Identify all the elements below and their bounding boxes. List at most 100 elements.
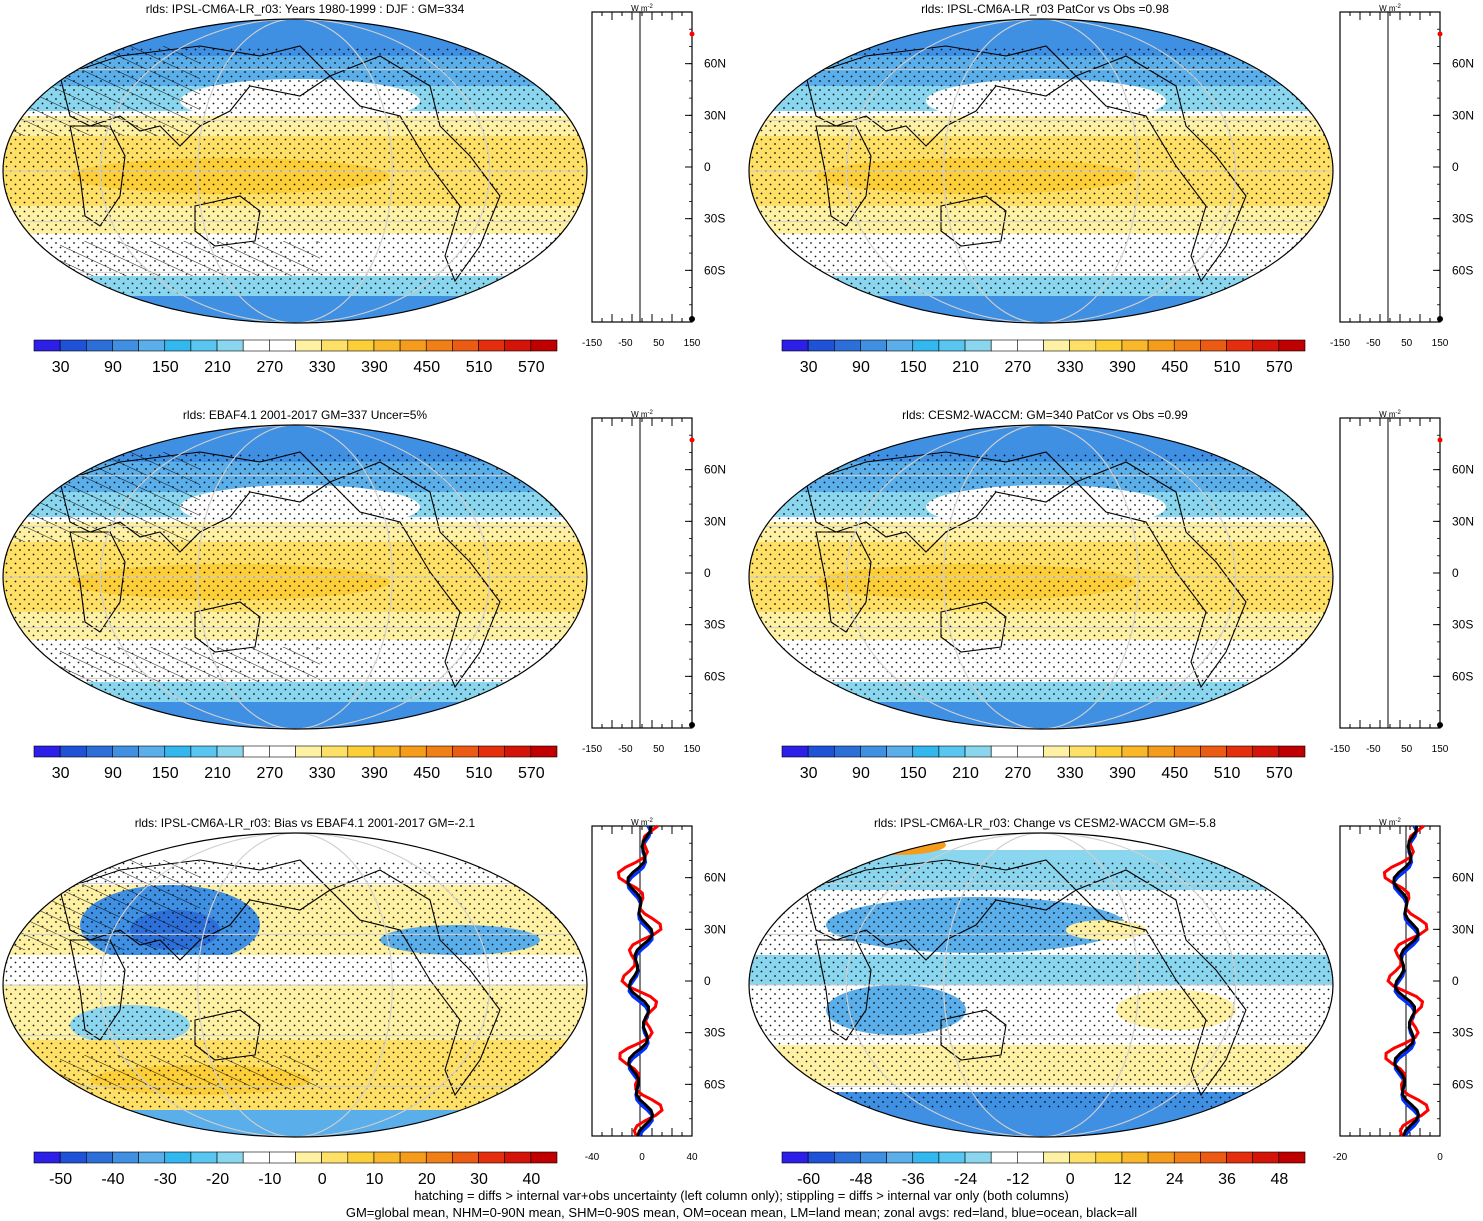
colorbar-box (216, 339, 244, 352)
zonal-tick-label: 50 (653, 338, 665, 349)
lat-label: 60N (1452, 463, 1474, 477)
colorbar-box (833, 1151, 861, 1164)
colorbar-box (781, 745, 809, 758)
lat-label: 60N (704, 871, 726, 885)
colorbar-label: 510 (1214, 765, 1241, 782)
colorbar-box (912, 745, 940, 758)
zonal-tick-label: 50 (653, 744, 665, 755)
colorbar-box (781, 339, 809, 352)
colorbar-box (938, 1151, 966, 1164)
colorbar-box (860, 1151, 887, 1164)
lat-label: 30S (1452, 212, 1473, 226)
colorbar-box (269, 339, 296, 352)
colorbar-box (347, 1151, 375, 1164)
colorbar-box (452, 1151, 479, 1164)
lat-label: 0 (704, 160, 711, 174)
colorbar-label: -50 (49, 1171, 72, 1188)
map-border (2, 424, 588, 730)
colorbar-label: -10 (258, 1171, 281, 1188)
colorbar-box (478, 745, 505, 758)
graticule (749, 833, 1333, 1137)
colorbar-box (347, 339, 375, 352)
colorbar-box (1121, 1151, 1149, 1164)
map-border (2, 832, 588, 1138)
hatching (3, 860, 200, 950)
zonal-tick-label: 150 (1432, 744, 1449, 755)
colorbar-box (1147, 745, 1175, 758)
graticule (3, 425, 587, 729)
map-border (748, 424, 1334, 730)
colorbar-box (190, 745, 218, 758)
colorbar-box (964, 745, 992, 758)
colorbar-box (190, 339, 218, 352)
colorbar-label: 0 (318, 1171, 327, 1188)
colorbar-label: 510 (1214, 359, 1241, 376)
colorbar-label: 390 (1109, 359, 1136, 376)
colorbar-box (530, 339, 558, 352)
map-panel-1 (2, 18, 588, 324)
colorbar-panel-1: 3090150210270330390450510570630 (33, 339, 558, 376)
colorbar-box (807, 339, 835, 352)
colorbar-label: 270 (1004, 359, 1031, 376)
zonal-mean-panel-5: W m-2 60N 30N 0 30S 60S -40 0 40 (585, 818, 726, 1163)
zonal-tick-label: -150 (1330, 338, 1350, 349)
colorbar-box (1173, 339, 1201, 352)
map-border (748, 18, 1334, 324)
zonal-tick-label: -20 (1333, 1152, 1348, 1163)
colorbar-box (990, 339, 1018, 352)
colorbar-box (216, 745, 244, 758)
colorbar-panel-6: -60-48-36-24-1201224364860 (781, 1151, 1306, 1188)
zonal-frame (1339, 417, 1441, 729)
colorbar-label: 24 (1166, 1171, 1184, 1188)
colorbar-box (1200, 339, 1227, 352)
colorbar-label: 150 (152, 765, 179, 782)
zonal-unit: W m-2 (1379, 4, 1401, 13)
graticule (749, 19, 1333, 323)
lat-label: 60S (1452, 669, 1473, 683)
hatching (3, 452, 200, 542)
colorbar-box (373, 1151, 401, 1164)
zonal-frame (591, 11, 693, 323)
zonal-land-line (616, 824, 664, 1137)
colorbar-label: 210 (952, 359, 979, 376)
colorbar-box (530, 745, 558, 758)
map-panel-2 (748, 18, 1334, 324)
colorbar-box (807, 745, 835, 758)
colorbar-label: -30 (154, 1171, 177, 1188)
colorbar-box (860, 339, 887, 352)
colorbar-label: 510 (466, 359, 493, 376)
colorbar-box (860, 745, 887, 758)
zonal-tick-label: -150 (582, 338, 602, 349)
colorbar-box (886, 745, 914, 758)
colorbar-box (242, 339, 270, 352)
colorbar-label: 150 (900, 765, 927, 782)
colorbar-box (164, 745, 192, 758)
colorbar-box (886, 1151, 914, 1164)
zonal-mean-panel-6: W m-2 60N 30N 0 30S 60S -20 0 (1333, 818, 1474, 1163)
zonal-all-line (626, 825, 655, 1137)
colorbar-label: 36 (1218, 1171, 1236, 1188)
colorbar-label: 570 (518, 765, 545, 782)
zonal-marker (1437, 31, 1443, 37)
colorbar-label: 20 (418, 1171, 436, 1188)
colorbar-label: 270 (1004, 765, 1031, 782)
lat-label: 60N (1452, 57, 1474, 71)
map-panel-3 (2, 424, 588, 730)
zonal-frame (1339, 11, 1441, 323)
colorbar-label: 330 (309, 359, 336, 376)
colorbar-box (112, 339, 139, 352)
colorbar-box (1278, 745, 1306, 758)
colorbar-box (1121, 745, 1149, 758)
zonal-mean-panel-2: W m-2 60N 30N 0 30S 60S -150 -50 50 150 (1330, 4, 1474, 349)
colorbar-label: 450 (1161, 359, 1188, 376)
zonal-frame (591, 417, 693, 729)
colorbar-box (1226, 1151, 1253, 1164)
zonal-tick-label: -150 (1330, 744, 1350, 755)
zonal-tick-label: -50 (618, 744, 633, 755)
lat-label: 0 (704, 974, 711, 988)
colorbar-box (1095, 1151, 1123, 1164)
colorbar-box (347, 745, 375, 758)
colorbar-box (1226, 745, 1253, 758)
colorbar-box (269, 745, 296, 758)
colorbar-box (1043, 339, 1070, 352)
